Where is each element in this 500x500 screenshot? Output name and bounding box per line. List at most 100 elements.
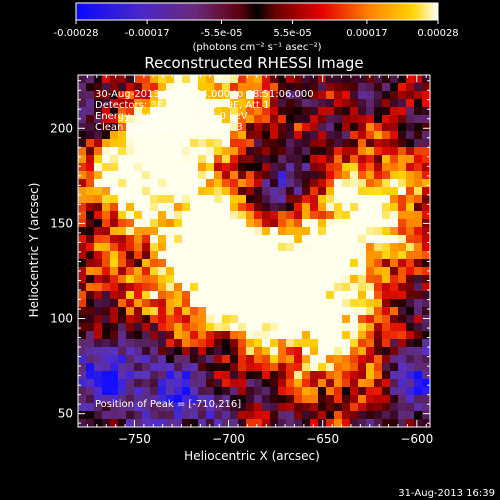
heatmap-cell bbox=[350, 123, 359, 132]
heatmap-cell bbox=[150, 123, 159, 132]
heatmap-cell bbox=[374, 131, 383, 140]
heatmap-cell bbox=[382, 339, 391, 348]
heatmap-cell bbox=[374, 259, 383, 268]
heatmap-cell bbox=[110, 115, 119, 124]
heatmap-cell bbox=[110, 179, 119, 188]
heatmap-cell bbox=[94, 139, 103, 148]
heatmap-cell bbox=[182, 299, 191, 308]
heatmap-cell bbox=[270, 131, 279, 140]
heatmap-cell bbox=[174, 243, 183, 252]
heatmap-cell bbox=[382, 395, 391, 404]
heatmap-cell bbox=[190, 163, 199, 172]
heatmap-cell bbox=[86, 163, 95, 172]
heatmap-cell bbox=[78, 91, 87, 100]
heatmap-cell bbox=[318, 307, 327, 316]
heatmap-cell bbox=[102, 83, 111, 92]
heatmap-cell bbox=[238, 259, 247, 268]
heatmap-cell bbox=[422, 227, 430, 236]
heatmap-cell bbox=[182, 171, 191, 180]
heatmap-cell bbox=[406, 291, 415, 300]
heatmap-cell bbox=[126, 163, 135, 172]
heatmap-cell bbox=[190, 291, 199, 300]
heatmap-cell bbox=[206, 219, 215, 228]
heatmap-cell bbox=[374, 75, 383, 84]
heatmap-cell bbox=[118, 235, 127, 244]
heatmap-cell bbox=[94, 179, 103, 188]
heatmap-cell bbox=[294, 363, 303, 372]
heatmap-cell bbox=[350, 331, 359, 340]
heatmap-cell bbox=[350, 347, 359, 356]
heatmap-cell bbox=[222, 403, 231, 412]
heatmap-cell bbox=[310, 411, 319, 420]
heatmap-cell bbox=[342, 99, 351, 108]
heatmap-cell bbox=[94, 323, 103, 332]
heatmap-cell bbox=[366, 251, 375, 260]
heatmap-cell bbox=[302, 163, 311, 172]
heatmap-cell bbox=[326, 363, 335, 372]
heatmap-cell bbox=[182, 403, 191, 412]
heatmap-cell bbox=[94, 259, 103, 268]
heatmap-cell bbox=[102, 131, 111, 140]
heatmap-cell bbox=[278, 107, 287, 116]
heatmap-cell bbox=[246, 419, 255, 427]
heatmap-cell bbox=[214, 83, 223, 92]
heatmap-cell bbox=[382, 259, 391, 268]
heatmap-cell bbox=[206, 355, 215, 364]
heatmap-cell bbox=[222, 99, 231, 108]
heatmap-cell bbox=[174, 251, 183, 260]
heatmap-cell bbox=[358, 131, 367, 140]
heatmap-cell bbox=[294, 219, 303, 228]
heatmap-cell bbox=[270, 371, 279, 380]
heatmap-cell bbox=[318, 299, 327, 308]
heatmap-cell bbox=[102, 267, 111, 276]
x-tick-label: −750 bbox=[118, 432, 151, 446]
heatmap-cell bbox=[126, 363, 135, 372]
heatmap-cell bbox=[310, 355, 319, 364]
heatmap-cell bbox=[350, 91, 359, 100]
heatmap-cell bbox=[182, 235, 191, 244]
colorbar-unit-label: (photons cm⁻² s⁻¹ asec⁻²) bbox=[192, 42, 321, 53]
heatmap-cell bbox=[190, 243, 199, 252]
heatmap-cell bbox=[358, 195, 367, 204]
heatmap-cell bbox=[302, 323, 311, 332]
heatmap-cell bbox=[86, 123, 95, 132]
colorbar-tick-label: 5.5e-05 bbox=[273, 28, 311, 39]
heatmap-cell bbox=[286, 155, 295, 164]
heatmap-cell bbox=[414, 267, 423, 276]
heatmap-cell bbox=[270, 147, 279, 156]
heatmap-cell bbox=[166, 139, 175, 148]
heatmap-cell bbox=[398, 267, 407, 276]
heatmap-cell bbox=[222, 139, 231, 148]
heatmap-cell bbox=[214, 171, 223, 180]
heatmap-cell bbox=[270, 115, 279, 124]
heatmap-cell bbox=[358, 115, 367, 124]
heatmap-cell bbox=[278, 387, 287, 396]
heatmap-cell bbox=[134, 139, 143, 148]
heatmap-cell bbox=[182, 251, 191, 260]
heatmap-cell bbox=[390, 227, 399, 236]
heatmap-cell bbox=[358, 411, 367, 420]
heatmap-cell bbox=[246, 235, 255, 244]
heatmap-cell bbox=[142, 155, 151, 164]
heatmap-cell bbox=[214, 403, 223, 412]
heatmap-cell bbox=[342, 387, 351, 396]
heatmap-cell bbox=[158, 195, 167, 204]
heatmap-cell bbox=[294, 251, 303, 260]
heatmap-cell bbox=[206, 235, 215, 244]
heatmap-cell bbox=[390, 339, 399, 348]
heatmap-cell bbox=[350, 267, 359, 276]
heatmap-cell bbox=[86, 267, 95, 276]
heatmap-cell bbox=[278, 403, 287, 412]
heatmap-cell bbox=[270, 107, 279, 116]
heatmap-cell bbox=[422, 339, 430, 348]
heatmap-cell bbox=[270, 355, 279, 364]
heatmap-cell bbox=[382, 147, 391, 156]
heatmap-cell bbox=[214, 419, 223, 427]
heatmap-cell bbox=[102, 315, 111, 324]
heatmap-cell bbox=[422, 307, 430, 316]
heatmap-cell bbox=[382, 235, 391, 244]
heatmap-cell bbox=[302, 131, 311, 140]
heatmap-cell bbox=[302, 99, 311, 108]
heatmap-cell bbox=[78, 283, 87, 292]
heatmap-cell bbox=[318, 363, 327, 372]
